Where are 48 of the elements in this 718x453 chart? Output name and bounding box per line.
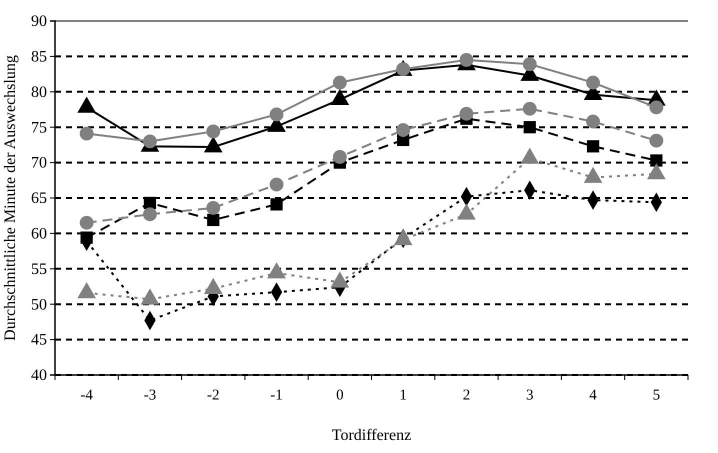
- point: [460, 53, 474, 67]
- x-tick-label: -1: [270, 388, 283, 404]
- x-tick-label: 3: [526, 388, 534, 404]
- point: [270, 178, 284, 192]
- x-tick-label: -3: [144, 388, 156, 404]
- point: [522, 102, 537, 116]
- point: [396, 123, 410, 137]
- point: [332, 150, 347, 164]
- point: [207, 214, 220, 226]
- x-tick-label: 0: [336, 388, 344, 404]
- point: [649, 100, 664, 114]
- y-tick-label: 50: [31, 296, 47, 314]
- x-axis-title: Tordifferenz: [332, 427, 412, 444]
- y-tick-label: 70: [31, 154, 47, 172]
- point: [586, 76, 600, 90]
- x-tick-label: 4: [589, 388, 598, 404]
- y-tick-label: 85: [31, 48, 47, 66]
- point: [143, 134, 157, 148]
- point: [80, 216, 94, 230]
- y-tick-label: 55: [31, 260, 47, 278]
- point: [586, 140, 600, 152]
- y-tick-label: 80: [31, 84, 47, 101]
- x-tick-label: -4: [80, 388, 94, 404]
- point: [332, 76, 347, 90]
- point: [270, 198, 283, 210]
- y-tick-label: 75: [31, 119, 47, 136]
- y-tick-label: 90: [31, 13, 47, 30]
- point: [586, 114, 600, 128]
- point: [524, 121, 536, 134]
- y-tick-label: 65: [31, 190, 47, 208]
- point: [144, 196, 156, 210]
- y-tick-label: 45: [31, 332, 47, 349]
- point: [206, 201, 220, 215]
- point: [522, 57, 537, 72]
- y-tick-label: 60: [31, 226, 47, 243]
- point: [650, 154, 662, 167]
- point: [270, 108, 284, 122]
- point: [460, 106, 474, 121]
- x-tick-label: 5: [652, 388, 660, 404]
- x-tick-label: 2: [462, 388, 470, 404]
- point: [143, 207, 157, 222]
- point: [80, 126, 94, 140]
- x-tick-label: -2: [207, 388, 220, 404]
- point: [206, 124, 220, 138]
- point: [649, 134, 664, 148]
- x-tick-label: 1: [399, 388, 407, 404]
- y-tick-label: 40: [31, 367, 47, 384]
- y-axis-title: Durchschnittliche Minute der Auswechslung: [2, 55, 19, 341]
